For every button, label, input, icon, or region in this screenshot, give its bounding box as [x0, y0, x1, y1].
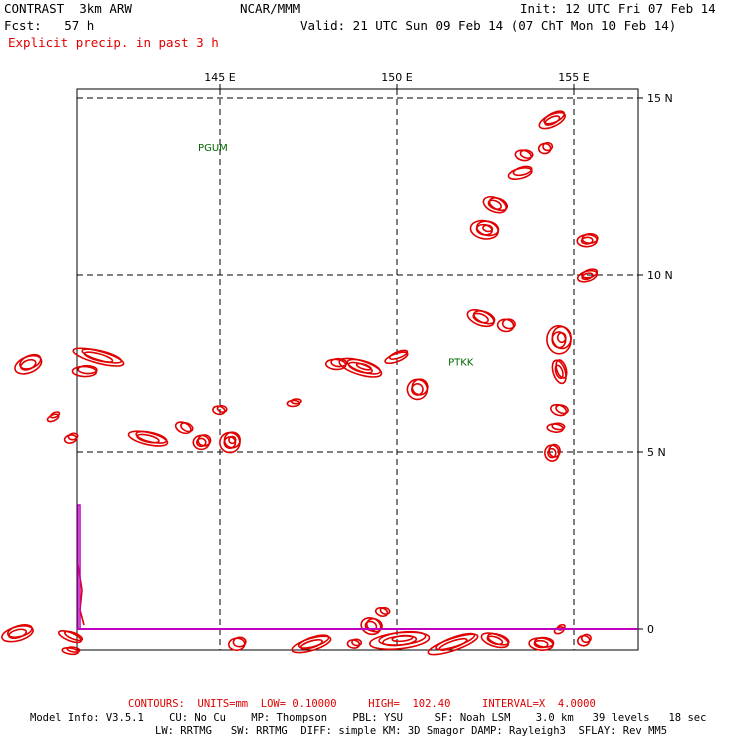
precip-contour	[544, 444, 560, 462]
precip-contour	[379, 606, 391, 615]
precip-contour	[77, 564, 85, 626]
lat-label: 15 N	[647, 92, 673, 105]
precip-contour	[487, 199, 502, 210]
lat-label: 10 N	[647, 269, 673, 282]
precip-contour	[71, 365, 98, 378]
lat-label: 5 N	[647, 446, 666, 459]
lat-lon-grid	[77, 89, 638, 650]
precip-contour	[486, 635, 504, 646]
precip-contour	[388, 349, 409, 360]
precip-contour	[427, 633, 479, 656]
precip-contour	[482, 195, 507, 214]
precip-contour	[232, 636, 247, 648]
station-label: PGUM	[198, 143, 228, 154]
precip-contour	[537, 142, 552, 155]
lon-label: 150 E	[381, 71, 412, 84]
precip-contour	[355, 362, 372, 371]
model-info-line2: LW: RRTMG SW: RRTMG DIFF: simple KM: 3D …	[155, 725, 668, 737]
precip-contour	[544, 115, 561, 126]
precip-contour	[551, 422, 566, 431]
precip-contour	[7, 628, 28, 640]
precip-contours	[1, 110, 599, 656]
precip-contour	[472, 312, 489, 324]
precip-contour	[555, 359, 568, 379]
valid-time: Valid: 21 UTC Sun 09 Feb 14 (07 ChT Mon …	[300, 18, 677, 33]
precip-contour	[49, 411, 61, 419]
lon-label: 145 E	[204, 71, 235, 84]
precip-contour	[227, 637, 246, 652]
precip-contour	[411, 383, 424, 396]
precip-contour	[196, 437, 207, 448]
precip-contour	[77, 364, 98, 375]
precip-contour	[330, 357, 348, 368]
lon-label: 155 E	[558, 71, 589, 84]
precip-contour	[438, 637, 468, 651]
precip-contour	[512, 165, 533, 177]
precip-contour	[547, 447, 557, 459]
precip-contour	[364, 620, 378, 632]
precip-contour	[581, 272, 594, 281]
precip-contour	[554, 364, 564, 380]
precip-contour	[20, 358, 37, 371]
precip-contour	[580, 633, 592, 644]
forecast-hour: Fcst: 57 h	[4, 18, 95, 33]
stations: PGUM PTKK	[198, 143, 474, 368]
init-time: Init: 12 UTC Fri 07 Feb 14	[520, 1, 716, 16]
precip-contour	[136, 433, 160, 444]
precip-contour	[67, 432, 79, 441]
precip-contour	[346, 358, 382, 375]
precip-contour	[576, 233, 599, 248]
precip-contour	[290, 398, 302, 405]
axis-labels: 145 E 150 E 155 E 15 N 10 N 5 N 0	[204, 71, 672, 636]
precip-contour	[466, 309, 495, 328]
precip-contour	[299, 639, 323, 650]
precip-contour	[482, 224, 494, 233]
map-frame	[76, 88, 639, 651]
field-title: Explicit precip. in past 3 h	[8, 35, 219, 50]
precip-contour	[555, 404, 569, 415]
precip-contour	[551, 359, 567, 385]
precip-contour	[66, 646, 81, 653]
precip-contour	[576, 634, 591, 647]
precip-contour	[501, 318, 516, 330]
org-title: NCAR/MMM	[240, 1, 301, 16]
precip-contour	[548, 443, 561, 458]
precip-contour	[391, 634, 414, 643]
contour-info: CONTOURS: UNITS=mm LOW= 0.10000 HIGH= 10…	[128, 698, 596, 710]
model-title: CONTRAST 3km ARW	[4, 1, 132, 16]
precip-contour	[324, 358, 347, 371]
precip-contour	[580, 236, 594, 245]
precip-contour	[533, 639, 549, 649]
precip-contour	[63, 630, 84, 642]
model-info-line1: Model Info: V3.5.1 CU: No Cu MP: Thompso…	[30, 712, 707, 724]
precip-contour	[180, 421, 194, 433]
equator-marker	[77, 504, 81, 629]
precip-contour	[556, 331, 567, 344]
precip-contour	[546, 423, 564, 433]
precip-contour	[542, 141, 554, 152]
station-label: PTKK	[448, 357, 474, 368]
precip-contour	[351, 638, 363, 647]
precip-contour	[519, 149, 534, 159]
precip-contour	[291, 635, 332, 654]
lat-label: 0	[647, 623, 654, 636]
precip-contour	[192, 434, 211, 451]
precip-contour	[228, 435, 237, 445]
precip-contour	[216, 404, 228, 413]
precip-contour	[83, 351, 114, 363]
axis-ticks	[219, 84, 643, 630]
equator-line	[77, 504, 638, 630]
